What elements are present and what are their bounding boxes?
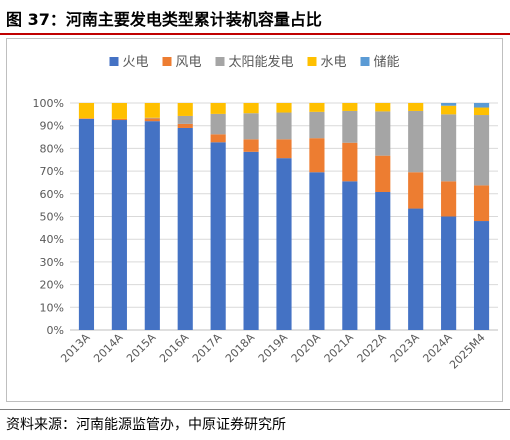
bar-segment [441,103,457,106]
bar-segment [144,103,160,118]
bar-segment [441,114,457,182]
y-tick-label: 40% [40,233,64,246]
x-tick-label: 2022A [355,331,390,366]
x-tick-label: 2020A [289,331,324,366]
bar-segment [408,103,424,111]
bar-segment [473,221,490,330]
bar-segment [473,103,490,108]
legend-swatch [162,57,172,66]
x-tick-label: 2015A [124,331,159,366]
bar-segment [473,115,490,186]
legend-swatch [360,57,370,66]
bottom-divider [0,409,510,410]
legend-swatch [215,57,225,66]
x-tick-label: 2023A [387,331,422,366]
bar-segment [243,151,259,330]
bar-segment [276,158,292,330]
bar-segment [210,113,226,135]
y-tick-label: 0% [47,324,64,337]
bar-segment [441,181,457,217]
x-tick-label: 2021A [322,331,357,366]
bar-segment [276,112,292,140]
legend-label: 火电 [123,55,149,70]
x-tick-label: 2018A [223,331,258,366]
bar-segment [144,121,160,330]
bar-segment [342,181,358,330]
title-divider [0,33,510,35]
bar-segment [441,105,457,115]
y-tick-label: 70% [40,165,64,178]
y-tick-label: 50% [40,211,64,224]
bar-segment [309,111,325,139]
bar-segment [243,103,259,114]
y-tick-label: 20% [40,279,64,292]
figure-title: 图 37：河南主要发电类型累计装机容量占比 [6,10,322,29]
bar-segment [408,208,424,330]
bar-segment [177,127,193,330]
x-tick-label: 2019A [256,331,291,366]
legend-swatch [307,57,317,66]
bar-segment [78,103,95,119]
y-tick-label: 80% [40,142,64,155]
bar-segment [111,118,127,121]
bar-segment [210,142,226,330]
bar-segment [144,117,160,119]
bar-segment [177,103,193,116]
bar-segment [342,103,358,111]
x-tick-label: 2025M4 [447,331,488,372]
bar-segment [210,103,226,114]
bar-segment [342,142,358,182]
legend-label: 储能 [374,55,400,70]
bar-segment [78,118,95,330]
bar-segment [78,118,95,119]
bar-segment [177,123,193,128]
legend-label: 水电 [321,55,347,70]
bar-segment [473,107,490,116]
legend-label: 太阳能发电 [229,54,294,70]
bar-segment [276,103,292,113]
bar-segment [408,172,424,209]
bar-segment [441,216,457,330]
y-tick-label: 10% [40,301,64,314]
x-tick-label: 2017A [190,331,225,366]
bar-segment [144,118,160,122]
bar-segment [375,103,391,112]
y-tick-label: 60% [40,188,64,201]
x-tick-label: 2014A [91,331,126,366]
x-tick-label: 2016A [157,331,192,366]
stacked-bar-chart: 0%10%20%30%40%50%60%70%80%90%100%2013A20… [33,54,498,372]
bar-segment [408,110,424,173]
y-tick-label: 90% [40,120,64,133]
source-note: 资料来源：河南能源监管办，中原证券研究所 [6,417,286,433]
legend-swatch [109,57,119,66]
y-tick-label: 30% [40,256,64,269]
bar-segment [375,191,391,330]
chart-frame: 0% 10% 20% 30% 40% 50% 60% 70% 80% 90% 100% 2013A 20… [6,38,503,402]
bar-segment [309,103,325,112]
bar-segment [243,139,259,152]
bar-segment [210,134,226,143]
bar-segment [243,113,259,140]
bar-segment [309,138,325,173]
bar-segment [177,115,193,124]
bar-segment [111,120,127,331]
y-tick-label: 100% [33,97,64,110]
bar-segment [111,103,127,119]
bar-segment [309,172,325,330]
bar-segment [342,110,358,143]
bar-segment [473,185,490,222]
bar-segment [276,139,292,159]
bar-segment [375,155,391,192]
bar-segment [375,111,391,156]
legend-label: 风电 [176,55,202,70]
